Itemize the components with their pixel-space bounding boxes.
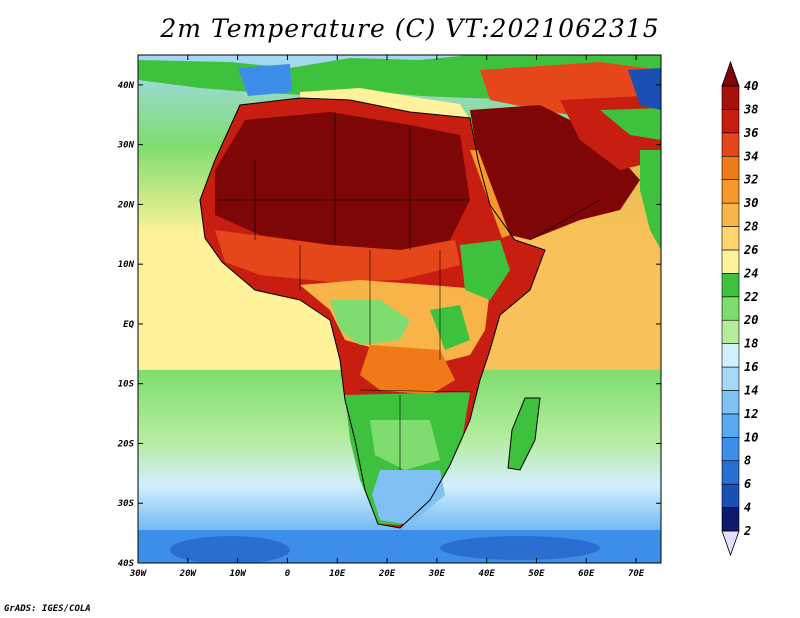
lon-tick-label: 10E	[329, 569, 346, 579]
lon-tick-label: 20E	[378, 569, 396, 579]
page-title: 2m Temperature (C) VT:2021062315	[160, 14, 660, 43]
colorbar-label: 4	[744, 501, 751, 515]
south-africa-cool	[372, 470, 445, 525]
colorbar-segment	[721, 507, 740, 532]
colorbar-label: 36	[743, 126, 758, 140]
map-area	[138, 55, 661, 563]
lat-tick-label: EQ	[123, 320, 134, 330]
lon-tick-label: 30E	[428, 569, 446, 579]
india-edge	[640, 150, 661, 250]
colorbar-segment	[721, 460, 740, 485]
lat-tick-label: 30N	[117, 141, 135, 151]
colorbar-label: 26	[743, 243, 758, 257]
madagascar	[508, 398, 540, 470]
colorbar-label: 30	[743, 196, 758, 210]
colorbar-label: 34	[743, 149, 758, 163]
lon-tick-label: 60E	[578, 569, 595, 579]
iran-highlands	[600, 108, 661, 140]
colorbar-label: 28	[743, 220, 758, 234]
colorbar-label: 12	[744, 407, 758, 421]
cold-eddy-2	[440, 536, 600, 560]
lat-tick-label: 10N	[118, 260, 135, 270]
red-sea	[470, 150, 510, 238]
lon-tick-label: 20W	[179, 569, 198, 579]
latitude-axis: 40N 30N 20N 10N EQ 10S 20S 30S 40S	[117, 81, 661, 569]
lon-tick-label: 30W	[129, 569, 148, 579]
colorbar-segment	[721, 413, 740, 438]
iberia	[238, 64, 292, 96]
colorbar-segment	[721, 109, 740, 134]
longitude-axis: 30W 20W 10W 0 10E 20E 30E 40E 50E 60E 70E	[129, 55, 645, 579]
madagascar-coastline	[507, 397, 541, 471]
lat-tick-label: 40S	[118, 559, 135, 569]
colorbar-segment	[721, 249, 740, 274]
map-frame	[137, 54, 662, 564]
colorbar-segment	[721, 483, 740, 508]
colorbar-segment	[721, 296, 740, 321]
colorbar-label: 16	[744, 360, 758, 374]
lat-tick-label: 10S	[118, 380, 135, 390]
caspian-cold	[628, 68, 661, 110]
ethiopia-highlands	[460, 240, 510, 300]
grads-credit: GrADS: IGES/COLA	[4, 604, 91, 614]
sahara-hot-core	[215, 112, 470, 250]
colorbar-label: 40	[744, 79, 758, 93]
colorbar-label: 22	[743, 290, 758, 304]
colorbar-segment	[721, 85, 740, 110]
lon-tick-label: 40E	[479, 569, 496, 579]
colorbar-segment	[721, 437, 740, 462]
colorbar-upper-triangle	[721, 60, 740, 87]
lon-tick-label: 0	[285, 569, 291, 579]
lat-tick-label: 20N	[117, 200, 135, 210]
lon-tick-label: 50E	[528, 569, 545, 579]
colorbar-segment	[721, 226, 740, 251]
colorbar-segment	[721, 366, 740, 391]
colorbar-label: 38	[743, 102, 758, 116]
africa-coastline	[199, 97, 546, 529]
colorbar-segment	[721, 202, 740, 227]
lat-tick-label: 30S	[117, 499, 135, 509]
cold-eddy-1	[170, 536, 290, 563]
colorbar-label: 2	[743, 524, 751, 538]
lon-tick-label: 70E	[628, 569, 645, 579]
angola-zambia	[360, 345, 455, 395]
colorbar-label: 32	[743, 173, 758, 187]
colorbar-segment	[721, 179, 740, 204]
colorbar-label: 24	[743, 266, 758, 280]
colorbar-label: 10	[744, 430, 758, 444]
colorbar-lower-triangle	[721, 530, 740, 557]
mediterranean-sea	[300, 88, 470, 120]
colorbar-label: 14	[744, 383, 758, 397]
colorbar-segment	[721, 132, 740, 157]
lon-tick-label: 10W	[229, 569, 247, 579]
country-borders	[215, 112, 601, 470]
lat-tick-label: 40N	[118, 81, 135, 91]
colorbar-segment	[721, 319, 740, 344]
sahel-band	[215, 230, 460, 282]
colorbar-label: 6	[744, 477, 751, 491]
colorbar-segment	[721, 273, 740, 298]
colorbar-segment	[721, 155, 740, 180]
colorbar-segment	[721, 390, 740, 415]
colorbar-label: 18	[744, 337, 758, 351]
lat-tick-label: 20S	[117, 439, 135, 449]
colorbar-label: 8	[744, 454, 751, 468]
colorbar-segment	[721, 343, 740, 368]
colorbar-label: 20	[743, 313, 758, 327]
kalahari	[370, 420, 440, 470]
